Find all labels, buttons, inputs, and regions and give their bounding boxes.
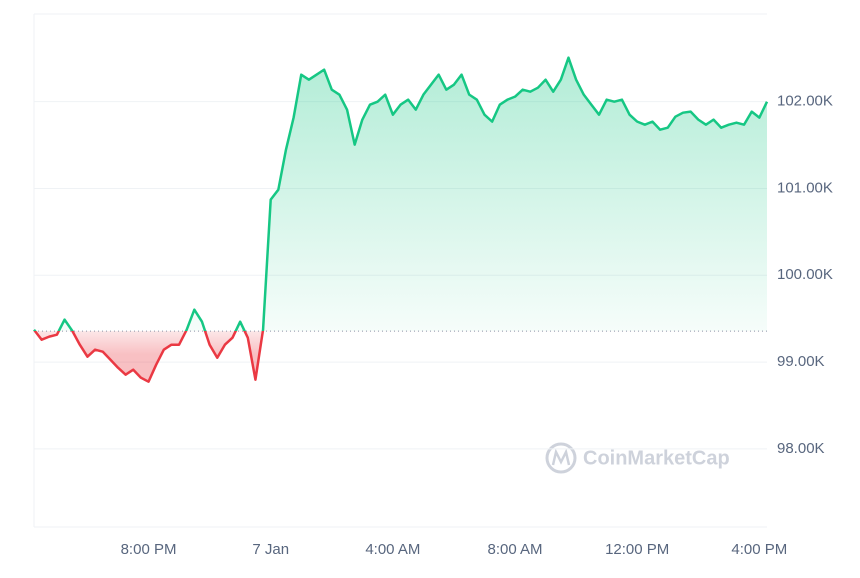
watermark-icon	[545, 442, 577, 474]
y-tick-label: 99.00K	[777, 353, 825, 370]
watermark-text: CoinMarketCap	[583, 447, 730, 469]
y-tick-label: 100.00K	[777, 266, 833, 283]
y-tick-label: 98.00K	[777, 440, 825, 457]
x-tick-label: 4:00 AM	[365, 541, 420, 558]
watermark: CoinMarketCap	[545, 442, 730, 474]
y-tick-label: 101.00K	[777, 179, 833, 196]
x-tick-label: 7 Jan	[252, 541, 289, 558]
watermark-icon	[551, 448, 571, 466]
x-tick-label: 8:00 PM	[121, 541, 177, 558]
x-tick-label: 4:00 PM	[731, 541, 787, 558]
area-fill	[34, 57, 767, 382]
price-line	[33, 56, 769, 383]
y-tick-label: 102.00K	[777, 93, 833, 110]
x-tick-label: 12:00 PM	[605, 541, 669, 558]
x-tick-label: 8:00 AM	[488, 541, 543, 558]
